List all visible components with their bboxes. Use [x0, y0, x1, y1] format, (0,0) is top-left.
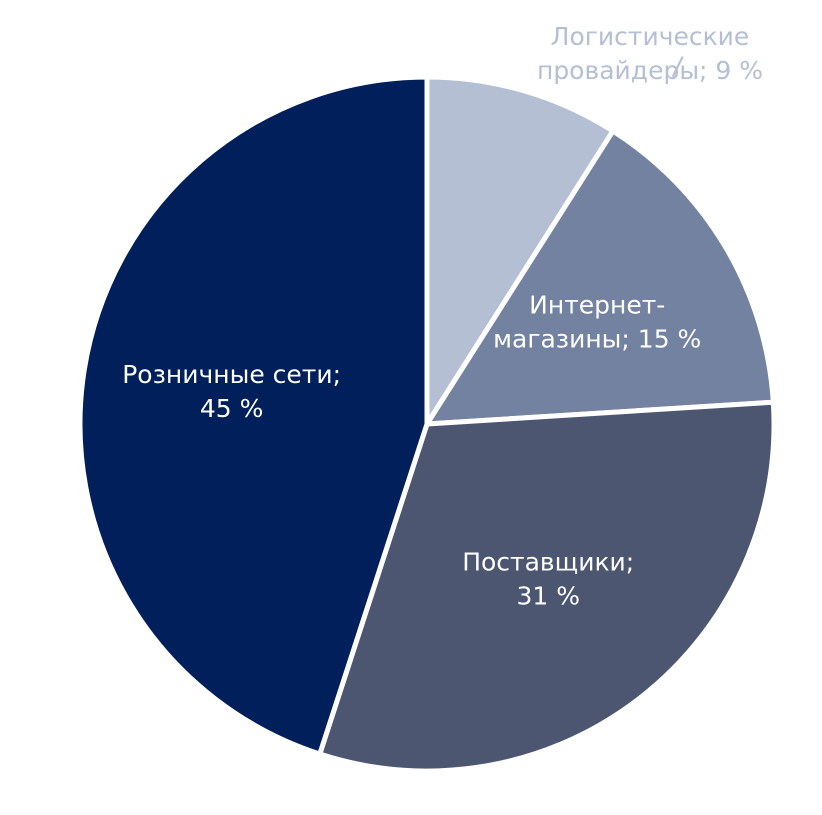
data-label-line: Поставщики; — [462, 547, 634, 576]
data-label-line: провайдеры; 9 % — [537, 56, 763, 85]
data-label: Розничные сети; 45 % — [122, 360, 341, 423]
data-label: Логистические провайдеры; 9 % — [537, 22, 763, 85]
pie-slice — [317, 399, 777, 774]
pie-slice — [77, 74, 430, 757]
data-label-line: магазины; 15 % — [493, 324, 701, 353]
leader-line — [671, 56, 684, 78]
pie-slice — [424, 128, 776, 427]
data-label-line: Интернет- — [529, 290, 665, 319]
data-label: Поставщики; 31 % — [462, 547, 634, 610]
data-label-line: 31 % — [516, 581, 580, 610]
data-label-line: Логистические — [551, 22, 750, 51]
data-label-line: Розничные сети; — [122, 360, 341, 389]
pie-slice — [424, 74, 616, 427]
data-label-line: 45 % — [200, 394, 264, 423]
data-label: Интернет-магазины; 15 % — [493, 290, 701, 353]
